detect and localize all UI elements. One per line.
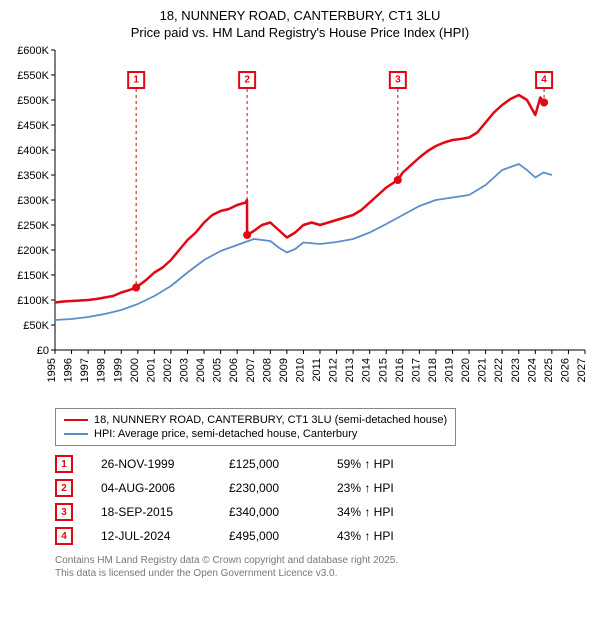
svg-text:2004: 2004 <box>195 358 207 382</box>
svg-text:£100K: £100K <box>17 295 49 307</box>
svg-text:£500K: £500K <box>17 95 49 107</box>
sale-marker-icon: 2 <box>55 479 73 497</box>
svg-text:2018: 2018 <box>427 358 439 382</box>
footer-line: Contains HM Land Registry data © Crown c… <box>55 554 580 567</box>
table-row: 1 26-NOV-1999 £125,000 59% ↑ HPI <box>55 452 580 476</box>
svg-text:2005: 2005 <box>212 358 224 382</box>
title-subtitle: Price paid vs. HM Land Registry's House … <box>0 25 600 40</box>
sale-marker-icon: 1 <box>55 455 73 473</box>
svg-text:2012: 2012 <box>328 358 340 382</box>
legend-swatch <box>64 433 88 435</box>
svg-text:£150K: £150K <box>17 270 49 282</box>
sale-price: £230,000 <box>229 481 309 495</box>
svg-text:1999: 1999 <box>112 358 124 382</box>
svg-text:2011: 2011 <box>311 358 323 382</box>
table-row: 3 18-SEP-2015 £340,000 34% ↑ HPI <box>55 500 580 524</box>
svg-text:2009: 2009 <box>278 358 290 382</box>
svg-text:2013: 2013 <box>344 358 356 382</box>
table-row: 2 04-AUG-2006 £230,000 23% ↑ HPI <box>55 476 580 500</box>
svg-text:1998: 1998 <box>96 358 108 382</box>
sale-delta: 43% ↑ HPI <box>337 529 437 543</box>
svg-text:2000: 2000 <box>129 358 141 382</box>
svg-text:£350K: £350K <box>17 170 49 182</box>
svg-text:2015: 2015 <box>377 358 389 382</box>
title-block: 18, NUNNERY ROAD, CANTERBURY, CT1 3LU Pr… <box>0 0 600 40</box>
svg-text:2023: 2023 <box>510 358 522 382</box>
footer-attribution: Contains HM Land Registry data © Crown c… <box>55 554 580 580</box>
svg-text:2026: 2026 <box>559 358 571 382</box>
chart-area: £0 £50K £100K £150K £200K £250K £300K £350K £400… <box>0 40 600 400</box>
svg-text:£200K: £200K <box>17 245 49 257</box>
svg-text:£400K: £400K <box>17 145 49 157</box>
legend-item: 18, NUNNERY ROAD, CANTERBURY, CT1 3LU (s… <box>64 413 447 427</box>
svg-text:2003: 2003 <box>179 358 191 382</box>
line-chart-svg: £0 £50K £100K £150K £200K £250K £300K £350K £400… <box>0 40 600 400</box>
sale-date: 26-NOV-1999 <box>101 457 201 471</box>
legend-item: HPI: Average price, semi-detached house,… <box>64 427 447 441</box>
svg-text:2016: 2016 <box>394 358 406 382</box>
svg-text:4: 4 <box>541 75 547 86</box>
sale-price: £340,000 <box>229 505 309 519</box>
sale-date: 12-JUL-2024 <box>101 529 201 543</box>
title-address: 18, NUNNERY ROAD, CANTERBURY, CT1 3LU <box>0 8 600 23</box>
sale-price: £125,000 <box>229 457 309 471</box>
svg-text:2014: 2014 <box>361 358 373 382</box>
sale-date: 04-AUG-2006 <box>101 481 201 495</box>
sale-marker-icon: 3 <box>55 503 73 521</box>
svg-text:1997: 1997 <box>79 358 91 382</box>
svg-text:£450K: £450K <box>17 120 49 132</box>
chart-container: 18, NUNNERY ROAD, CANTERBURY, CT1 3LU Pr… <box>0 0 600 580</box>
svg-text:2020: 2020 <box>460 358 472 382</box>
svg-text:£300K: £300K <box>17 195 49 207</box>
svg-text:2006: 2006 <box>228 358 240 382</box>
svg-text:2002: 2002 <box>162 358 174 382</box>
sale-delta: 34% ↑ HPI <box>337 505 437 519</box>
svg-text:£50K: £50K <box>23 320 49 332</box>
sale-price: £495,000 <box>229 529 309 543</box>
sale-date: 18-SEP-2015 <box>101 505 201 519</box>
svg-text:2: 2 <box>244 75 250 86</box>
svg-text:2010: 2010 <box>294 358 306 382</box>
svg-text:2022: 2022 <box>493 358 505 382</box>
svg-text:2025: 2025 <box>543 358 555 382</box>
svg-text:£550K: £550K <box>17 70 49 82</box>
sale-delta: 23% ↑ HPI <box>337 481 437 495</box>
table-row: 4 12-JUL-2024 £495,000 43% ↑ HPI <box>55 524 580 548</box>
svg-text:3: 3 <box>395 75 401 86</box>
svg-text:2021: 2021 <box>477 358 489 382</box>
svg-text:1: 1 <box>133 75 139 86</box>
sale-marker-icon: 4 <box>55 527 73 545</box>
svg-text:2007: 2007 <box>245 358 257 382</box>
svg-text:£0: £0 <box>37 345 49 357</box>
sale-delta: 59% ↑ HPI <box>337 457 437 471</box>
svg-text:1996: 1996 <box>63 358 75 382</box>
svg-text:2019: 2019 <box>444 358 456 382</box>
svg-text:2027: 2027 <box>576 358 588 382</box>
svg-text:£600K: £600K <box>17 45 49 57</box>
footer-line: This data is licensed under the Open Gov… <box>55 567 580 580</box>
svg-text:2001: 2001 <box>145 358 157 382</box>
svg-text:1995: 1995 <box>46 358 58 382</box>
legend-label: 18, NUNNERY ROAD, CANTERBURY, CT1 3LU (s… <box>94 414 447 426</box>
legend-label: HPI: Average price, semi-detached house,… <box>94 428 357 440</box>
legend: 18, NUNNERY ROAD, CANTERBURY, CT1 3LU (s… <box>55 408 456 446</box>
svg-text:2017: 2017 <box>410 358 422 382</box>
svg-text:2024: 2024 <box>526 358 538 382</box>
svg-text:£250K: £250K <box>17 220 49 232</box>
sales-table: 1 26-NOV-1999 £125,000 59% ↑ HPI 2 04-AU… <box>55 452 580 548</box>
svg-text:2008: 2008 <box>261 358 273 382</box>
legend-swatch <box>64 419 88 421</box>
